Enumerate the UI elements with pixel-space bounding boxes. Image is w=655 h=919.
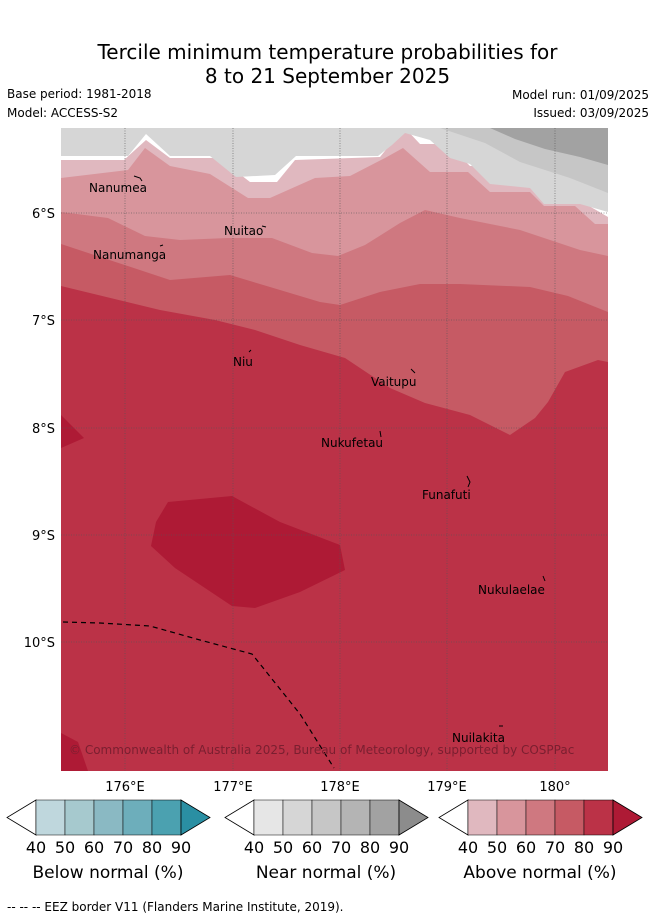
latitude-axis: 6°S 7°S 8°S 9°S 10°S (24, 207, 55, 651)
lon-label-178e: 178°E (320, 780, 360, 795)
title-line-2: 8 to 21 September 2025 (204, 64, 451, 88)
colorbar-swatch (554, 799, 585, 836)
lat-label-6s: 6°S (32, 207, 55, 222)
colorbar-swatch (525, 799, 556, 836)
probability-fill-above-90-corner (61, 733, 88, 771)
map-title: Tercile minimum temperature probabilitie… (0, 40, 655, 88)
colorbar-legends (6, 799, 643, 836)
colorbar-swatch (122, 799, 153, 836)
colorbar-title: Below normal (%) (32, 863, 184, 883)
place-labels: Nanumea Nuitao Nanumanga Niu Vaitupu Nuk… (89, 181, 545, 745)
colorbar-swatch (64, 799, 95, 836)
island-nuitao (261, 225, 267, 228)
map-graticule (61, 128, 608, 771)
lon-label-177e: 177°E (213, 780, 253, 795)
colorbar-swatch (496, 799, 527, 836)
colorbar-2 (438, 799, 643, 836)
lat-label-8s: 8°S (32, 422, 55, 437)
model-name: Model: ACCESS-S2 (7, 106, 119, 120)
colorbar-swatch (151, 799, 182, 836)
colorbar-tick-label: 90 (388, 838, 410, 857)
place-label-nukulaelae: Nukulaelae (478, 583, 545, 597)
colorbar-tick-label: 90 (170, 838, 192, 857)
colorbar-tick-label: 50 (54, 838, 76, 857)
lat-label-10s: 10°S (24, 636, 55, 651)
model-run: Model run: 01/09/2025 (511, 88, 649, 102)
longitude-axis: 176°E 177°E 178°E 179°E 180° (105, 780, 570, 795)
colorbar-under-arrow (438, 799, 469, 836)
colorbar-tick-label: 50 (486, 838, 508, 857)
map-panel: Nanumea Nuitao Nanumanga Niu Vaitupu Nuk… (61, 127, 608, 771)
colorbar-tick-label: 60 (515, 838, 537, 857)
place-label-nuilakita: Nuilakita (452, 731, 505, 745)
place-label-nuitao: Nuitao (224, 224, 263, 238)
lat-label-7s: 7°S (32, 314, 55, 329)
colorbar-under-arrow (6, 799, 37, 836)
base-period: Base period: 1981-2018 (7, 87, 152, 101)
colorbar-under-arrow (224, 799, 255, 836)
island-vaitupu (410, 368, 416, 374)
colorbar-tick-label: 70 (112, 838, 134, 857)
lon-label-180: 180° (539, 780, 570, 795)
place-label-funafuti: Funafuti (422, 488, 471, 502)
lat-label-9s: 9°S (32, 529, 55, 544)
colorbar-tick-label: 60 (301, 838, 323, 857)
colorbar-swatch (93, 799, 124, 836)
colorbar-swatch (340, 799, 371, 836)
colorbar-tick-label: 80 (141, 838, 163, 857)
colorbar-tick-label: 70 (544, 838, 566, 857)
colorbar-tick-label: 80 (573, 838, 595, 857)
colorbar-swatch (583, 799, 614, 836)
colorbar-tick-label: 40 (457, 838, 479, 857)
colorbar-over-arrow (398, 799, 429, 836)
island-nanumea (133, 175, 143, 182)
colorbar-tick-label: 80 (359, 838, 381, 857)
colorbar-over-arrow (612, 799, 643, 836)
place-label-nukufetau: Nukufetau (321, 436, 383, 450)
colorbar-title: Near normal (%) (255, 863, 397, 883)
island-nukufetau (379, 430, 382, 438)
colorbar-0 (6, 799, 211, 836)
colorbar-swatch (311, 799, 342, 836)
colorbar-tick-label: 40 (243, 838, 265, 857)
colorbar-swatch (369, 799, 400, 836)
place-label-nanumea: Nanumea (89, 181, 147, 195)
colorbar-over-arrow (180, 799, 211, 836)
colorbar-swatch (35, 799, 66, 836)
colorbar-swatch (282, 799, 313, 836)
colorbar-tick-label: 60 (83, 838, 105, 857)
copyright-notice: © Commonwealth of Australia 2025, Bureau… (69, 743, 574, 757)
place-label-nanumanga: Nanumanga (93, 248, 166, 262)
island-nukulaelae (542, 575, 546, 582)
lon-label-179e: 179°E (427, 780, 467, 795)
island-funafuti (466, 475, 471, 488)
title-line-1: Tercile minimum temperature probabilitie… (97, 40, 558, 64)
colorbar-swatch (253, 799, 284, 836)
colorbar-tick-label: 70 (330, 838, 352, 857)
colorbar-tick-label: 40 (25, 838, 47, 857)
probability-fill-near-80 (490, 128, 608, 165)
place-label-vaitupu: Vaitupu (371, 375, 417, 389)
eez-border-line (62, 621, 335, 769)
issued-date: Issued: 03/09/2025 (533, 106, 649, 120)
colorbar-tick-label: 50 (272, 838, 294, 857)
colorbar-swatch (467, 799, 498, 836)
island-outlines (133, 175, 546, 727)
lon-label-176e: 176°E (105, 780, 145, 795)
probability-fill-above-90-edge (61, 415, 84, 448)
colorbar-title: Above normal (%) (463, 863, 617, 883)
eez-footnote: -- -- -- EEZ border V11 (Flanders Marine… (7, 900, 344, 914)
probability-fill-above-90-patch (151, 496, 345, 608)
colorbar-1 (224, 799, 429, 836)
colorbar-tick-label: 90 (602, 838, 624, 857)
island-niu (248, 349, 252, 353)
probability-fill-near-50 (61, 128, 608, 212)
place-label-niu: Niu (233, 355, 253, 369)
island-nanumanga (159, 244, 164, 247)
